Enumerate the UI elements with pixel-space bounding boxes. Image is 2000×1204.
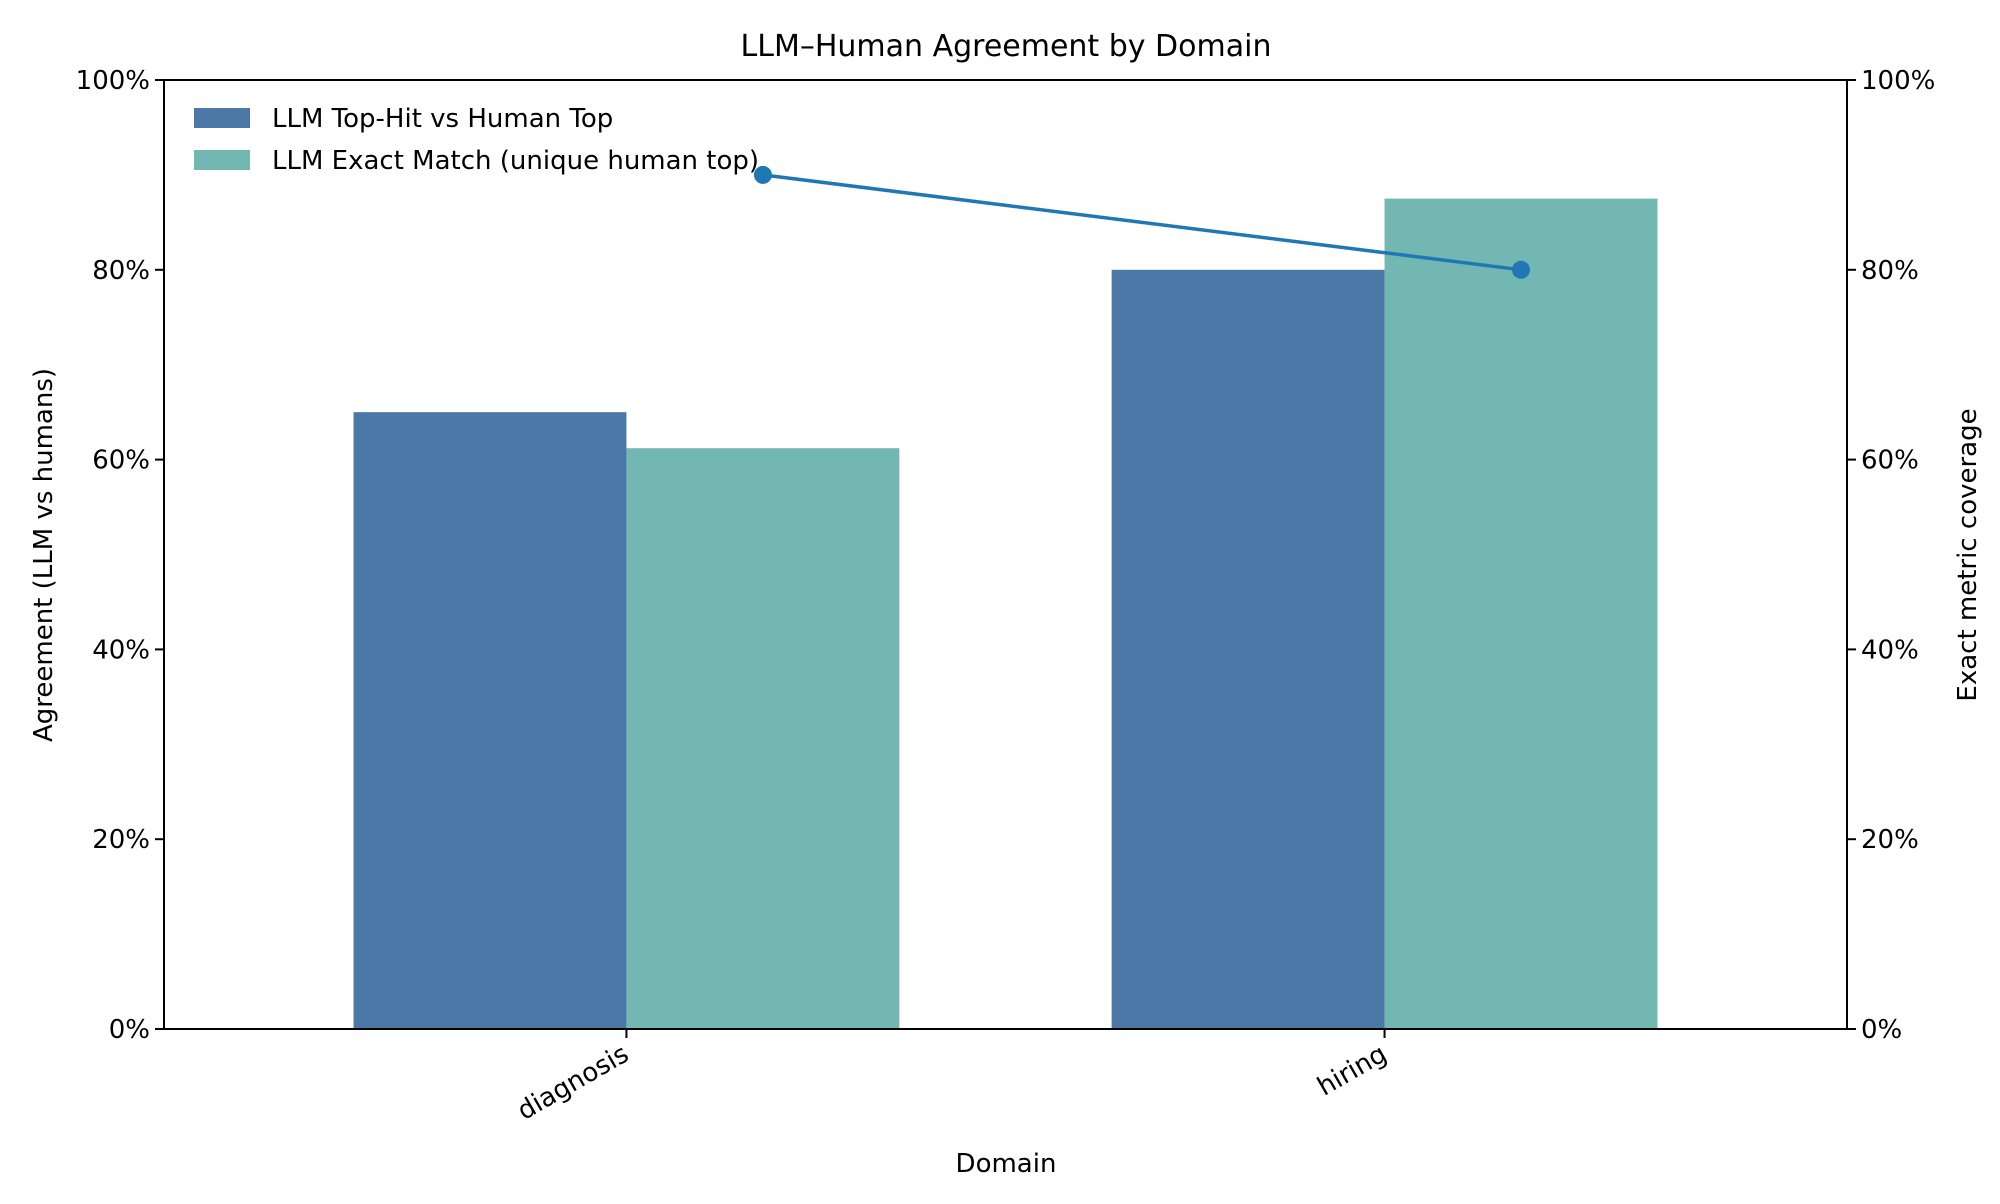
legend: LLM Top-Hit vs Human Top LLM Exact Match … bbox=[194, 104, 759, 176]
legend-label-2: LLM Exact Match (unique human top) bbox=[272, 146, 759, 176]
coverage-point-hiring bbox=[1512, 260, 1531, 279]
legend-swatch-1 bbox=[194, 108, 250, 128]
right-y-tick-label: 40% bbox=[1861, 635, 1919, 665]
plot-frame bbox=[163, 79, 1848, 1030]
coverage-point-diagnosis bbox=[753, 165, 772, 184]
y2-axis-label: Exact metric coverage bbox=[1953, 408, 1983, 701]
x-tick-label-diagnosis: diagnosis bbox=[513, 1039, 634, 1126]
bar-series-1-hiring bbox=[1111, 269, 1385, 1029]
legend-swatch-2 bbox=[194, 150, 250, 170]
left-y-tick-label: 80% bbox=[92, 256, 150, 286]
chart-title: LLM–Human Agreement by Domain bbox=[741, 29, 1272, 64]
right-y-tick-label: 80% bbox=[1861, 256, 1919, 286]
bar-series-2-hiring bbox=[1384, 198, 1658, 1029]
line-layer bbox=[753, 165, 1531, 279]
right-y-tick-label: 0% bbox=[1861, 1015, 1902, 1045]
y-axis-label: Agreement (LLM vs humans) bbox=[29, 368, 59, 742]
x-axis: diagnosis hiring bbox=[513, 1029, 1392, 1126]
left-y-tick-label: 60% bbox=[92, 446, 150, 476]
right-y-tick-label: 60% bbox=[1861, 446, 1919, 476]
bar-series-1-diagnosis bbox=[353, 412, 627, 1029]
right-y-axis: 0% 20% 40% 60% 80% 100% bbox=[1847, 66, 1935, 1045]
right-y-tick-label: 100% bbox=[1861, 66, 1935, 96]
right-y-tick-label: 20% bbox=[1861, 825, 1919, 855]
bar-series-2-diagnosis bbox=[626, 448, 900, 1029]
left-y-tick-label: 0% bbox=[109, 1015, 150, 1045]
left-y-tick-label: 20% bbox=[92, 825, 150, 855]
left-y-tick-label: 100% bbox=[76, 66, 150, 96]
x-axis-label: Domain bbox=[956, 1149, 1057, 1179]
bars-layer bbox=[353, 198, 1658, 1029]
x-tick-label-hiring: hiring bbox=[1312, 1039, 1392, 1102]
coverage-line bbox=[762, 173, 1522, 272]
legend-label-1: LLM Top-Hit vs Human Top bbox=[272, 104, 613, 134]
left-y-tick-label: 40% bbox=[92, 635, 150, 665]
left-y-axis: 0% 20% 40% 60% 80% 100% bbox=[76, 66, 164, 1045]
